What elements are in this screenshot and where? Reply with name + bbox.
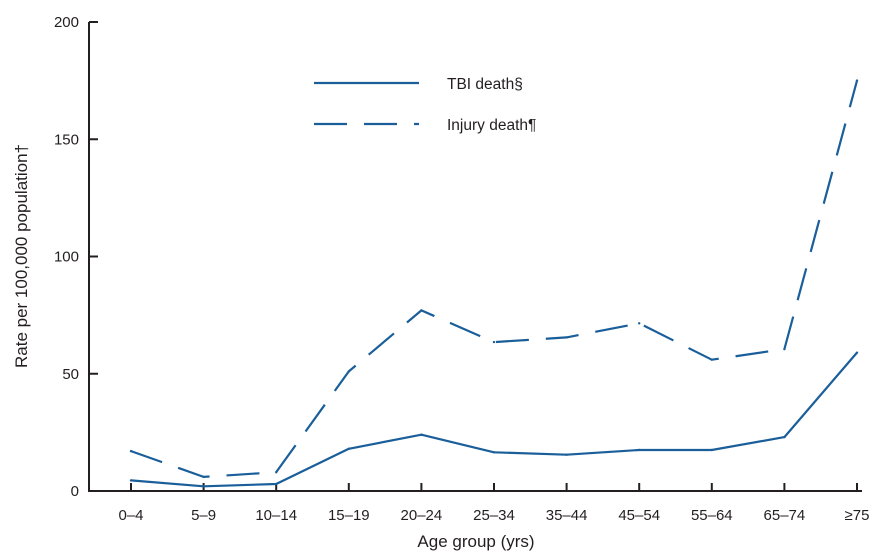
x-tick-label: 15–19	[328, 507, 370, 524]
x-tick-label: 35–44	[546, 507, 588, 524]
x-tick-label: 5–9	[191, 507, 216, 524]
tbi-death-line	[130, 351, 858, 488]
legend-label-injury: Injury death¶	[447, 117, 536, 134]
x-tick-label: 25–34	[473, 507, 515, 524]
injury-death-line	[130, 80, 859, 478]
series-layer	[129, 79, 859, 488]
tbi-point-3	[347, 447, 350, 450]
x-tick-label: ≥75	[845, 507, 870, 524]
injury-point-4	[420, 309, 423, 312]
tbi-point-4	[420, 433, 423, 436]
y-axis-title: Rate per 100,000 population†	[12, 144, 31, 368]
legend-label-tbi: TBI death§	[447, 76, 523, 93]
injury-point-10	[855, 79, 859, 82]
injury-point-5	[492, 340, 496, 344]
y-tick-label: 200	[54, 14, 79, 31]
injury-point-2	[275, 471, 278, 474]
x-tick-label: 55–64	[691, 507, 733, 524]
y-tick-label: 150	[54, 131, 79, 148]
injury-point-0	[129, 449, 133, 453]
legend-item-injury: Injury death¶	[314, 117, 536, 134]
injury-point-7	[638, 322, 641, 325]
injury-point-6	[565, 336, 568, 339]
injury-point-8	[710, 358, 713, 361]
x-tick-label: 0–4	[118, 507, 143, 524]
x-tick-label: 20–24	[401, 507, 443, 524]
x-tick-label: 45–54	[618, 507, 660, 524]
tbi-point-10	[855, 351, 859, 354]
x-ticks: 0–4 5–9 10–14 15–19 20–24 25–34 35–44 45–54 55–6…	[118, 483, 869, 524]
y-tick-label: 100	[54, 249, 79, 266]
legend: TBI death§ Injury death¶	[314, 76, 536, 134]
tbi-point-9	[783, 435, 786, 439]
tbi-point-0	[129, 479, 133, 482]
x-tick-label: 65–74	[764, 507, 806, 524]
tbi-point-2	[275, 482, 278, 486]
tbi-point-1	[202, 485, 205, 488]
y-ticks: 0 50 100 150 200	[54, 14, 98, 500]
y-tick-label: 50	[62, 366, 79, 383]
x-tick-label: 10–14	[255, 507, 297, 524]
tbi-point-5	[492, 451, 496, 454]
tbi-point-8	[710, 448, 713, 452]
injury-point-9	[783, 347, 786, 351]
x-axis-title: Age group (yrs)	[417, 532, 534, 551]
tbi-point-6	[565, 453, 568, 456]
y-tick-label: 0	[71, 483, 79, 500]
tbi-point-7	[638, 448, 641, 452]
legend-item-tbi: TBI death§	[314, 76, 523, 93]
injury-point-1	[202, 475, 205, 479]
injury-point-3	[347, 370, 350, 373]
